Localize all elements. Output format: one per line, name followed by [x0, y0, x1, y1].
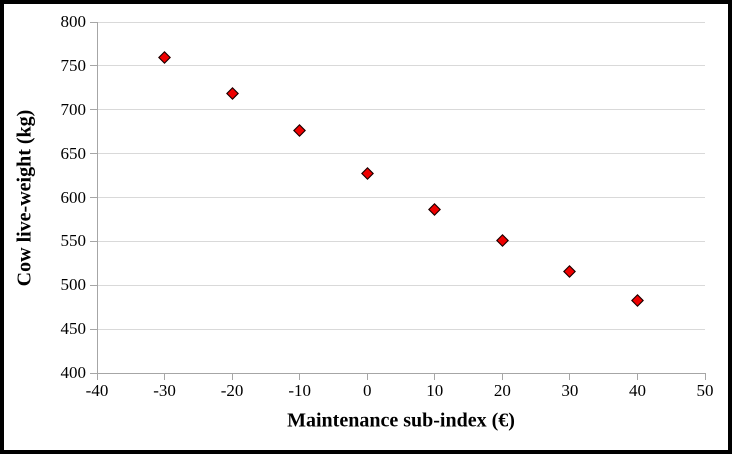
y-tick-mark: [90, 372, 97, 374]
y-tick-label: 400: [60, 363, 87, 382]
y-tick-mark: [90, 240, 97, 242]
y-tick-label: 450: [60, 319, 87, 339]
x-tick-label: 50: [696, 381, 714, 400]
x-tick-label: 40: [628, 381, 646, 400]
gridline: [97, 21, 705, 23]
y-tick-label: 800: [60, 12, 87, 31]
x-tick-label: 20: [493, 381, 511, 400]
x-tick-mark: [434, 373, 436, 380]
x-tick-mark: [231, 373, 233, 380]
gridline: [97, 153, 705, 155]
x-tick-mark: [569, 373, 571, 380]
x-tick-mark: [164, 373, 166, 380]
gridline: [97, 65, 705, 67]
y-tick-label: 750: [60, 55, 87, 75]
y-tick-mark: [90, 284, 97, 286]
x-tick-mark: [636, 373, 638, 380]
y-tick-mark: [90, 328, 97, 330]
y-tick-mark: [90, 153, 97, 155]
x-tick-label: 30: [561, 381, 579, 400]
y-tick-label: 700: [60, 99, 87, 119]
x-tick-mark: [501, 373, 503, 380]
x-axis-line: [97, 372, 705, 374]
x-tick-mark: [299, 373, 301, 380]
gridline: [97, 284, 705, 286]
x-tick-label: -20: [220, 381, 244, 400]
x-tick-label: 0: [362, 381, 372, 400]
gridline: [97, 240, 705, 242]
y-tick-mark: [90, 197, 97, 198]
gridline: [97, 328, 705, 330]
y-tick-mark: [90, 65, 97, 67]
x-tick-mark: [96, 373, 98, 380]
y-tick-label: 550: [60, 231, 87, 251]
y-tick-label: 600: [60, 187, 87, 207]
y-axis-line: [96, 22, 98, 374]
x-tick-label: -40: [85, 381, 109, 400]
y-tick-label: 500: [60, 275, 87, 295]
x-tick-mark: [704, 373, 706, 380]
y-tick-label: 650: [60, 143, 87, 163]
x-tick-label: -10: [288, 381, 311, 400]
y-tick-mark: [90, 109, 97, 111]
gridline: [97, 197, 705, 198]
y-tick-mark: [90, 21, 97, 23]
x-tick-label: 10: [426, 381, 444, 400]
x-tick-label: -30: [153, 381, 176, 400]
x-tick-mark: [366, 373, 368, 380]
gridline: [97, 109, 705, 111]
x-axis-title: Maintenance sub-index (€): [287, 409, 515, 432]
